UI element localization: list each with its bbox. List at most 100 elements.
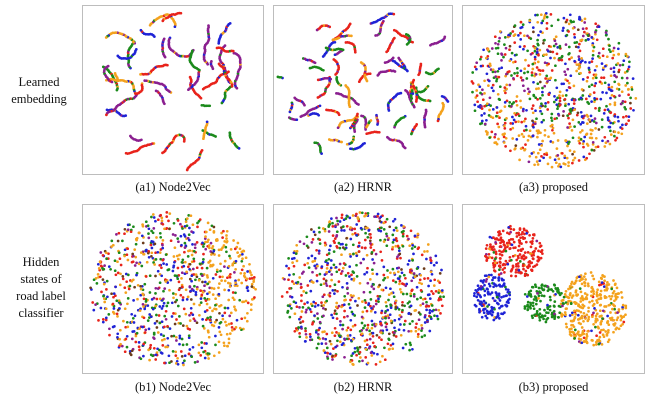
scatter-point	[534, 73, 538, 76]
scatter-point	[577, 139, 581, 143]
scatter-point	[188, 75, 192, 79]
scatter-point	[104, 316, 108, 320]
scatter-point	[485, 258, 489, 262]
scatter-point	[589, 114, 593, 118]
row-label-line: Hidden	[22, 255, 60, 269]
scatter-point	[357, 296, 361, 300]
scatter-point	[325, 346, 329, 350]
scatter-point	[504, 294, 508, 298]
scatter-point	[620, 291, 623, 294]
scatter-point	[357, 244, 361, 248]
scatter-point	[351, 214, 355, 217]
scatter-point	[585, 293, 589, 297]
scatter-point	[352, 277, 356, 281]
scatter-point	[487, 282, 491, 286]
scatter-point	[156, 218, 160, 222]
scatter-point	[310, 254, 314, 258]
scatter-point	[590, 329, 593, 333]
scatter-point	[197, 343, 201, 347]
scatter-point	[203, 280, 207, 284]
scatter-point	[147, 236, 151, 240]
scatter-point	[297, 326, 300, 329]
scatter-point	[235, 284, 239, 288]
scatter-point	[163, 325, 166, 329]
scatter-point	[182, 363, 185, 367]
scatter-point	[207, 297, 211, 301]
scatter-point	[178, 342, 181, 346]
scatter-point	[133, 314, 137, 318]
scatter-point	[356, 112, 359, 116]
scatter-point	[158, 251, 162, 254]
scatter-point	[126, 273, 130, 277]
scatter-point	[117, 299, 121, 302]
scatter-point	[393, 302, 397, 305]
scatter-point	[368, 329, 371, 333]
scatter-point	[218, 275, 222, 279]
scatter-point	[161, 304, 165, 308]
scatter-point	[195, 275, 199, 279]
scatter-point	[295, 259, 299, 263]
scatter-point	[531, 304, 535, 308]
scatter-point	[622, 59, 626, 63]
scatter-point	[245, 277, 249, 281]
scatter-point	[385, 232, 388, 236]
scatter-point	[419, 313, 422, 316]
scatter-point	[485, 118, 488, 122]
scatter-point	[496, 69, 500, 73]
scatter-point	[166, 301, 170, 305]
scatter-point	[357, 250, 361, 253]
scatter-point	[502, 295, 505, 298]
scatter-point	[401, 244, 405, 248]
scatter-point	[493, 299, 497, 303]
scatter-point	[238, 253, 242, 257]
scatter-point	[495, 292, 498, 295]
scatter-point	[569, 319, 573, 323]
scatter-point	[506, 245, 509, 249]
scatter-point	[428, 311, 432, 315]
scatter-point	[478, 302, 482, 306]
scatter-point	[597, 342, 601, 346]
scatter-point	[358, 329, 362, 333]
scatter-point	[495, 237, 499, 241]
scatter-point	[534, 109, 537, 113]
scatter-point	[613, 307, 616, 311]
scatter-point	[234, 267, 237, 271]
scatter-point	[393, 125, 396, 129]
scatter-point	[314, 331, 318, 334]
scatter-point	[531, 123, 535, 127]
scatter-point	[138, 309, 142, 312]
scatter-point	[415, 123, 419, 126]
scatter-point	[517, 271, 520, 274]
scatter-point	[522, 227, 526, 231]
scatter-point	[144, 300, 148, 303]
scatter-point	[620, 127, 624, 130]
scatter-point	[315, 248, 318, 252]
scatter-point	[536, 42, 540, 46]
scatter-point	[531, 239, 534, 243]
scatter-point	[536, 38, 539, 42]
scatter-point	[561, 94, 565, 98]
scatter-point	[601, 91, 604, 94]
scatter-point	[139, 28, 143, 32]
scatter-point	[528, 90, 531, 94]
scatter-point	[162, 262, 165, 265]
scatter-point	[218, 330, 222, 334]
scatter-point	[110, 292, 113, 296]
scatter-point	[139, 357, 143, 361]
scatter-point	[536, 259, 540, 263]
scatter-point	[568, 122, 571, 125]
scatter-point	[593, 307, 596, 310]
scatter-point	[473, 109, 477, 113]
scatter-point	[350, 273, 353, 277]
scatter-point	[299, 286, 303, 289]
scatter-point	[191, 267, 195, 271]
scatter-point	[356, 216, 360, 219]
scatter-point	[346, 271, 350, 275]
scatter-point	[608, 44, 611, 48]
scatter-point	[174, 350, 178, 354]
scatter-point	[336, 126, 340, 130]
scatter-point	[548, 304, 552, 308]
scatter-point	[498, 306, 501, 310]
scatter-point	[579, 338, 583, 341]
scatter-point	[480, 304, 484, 308]
